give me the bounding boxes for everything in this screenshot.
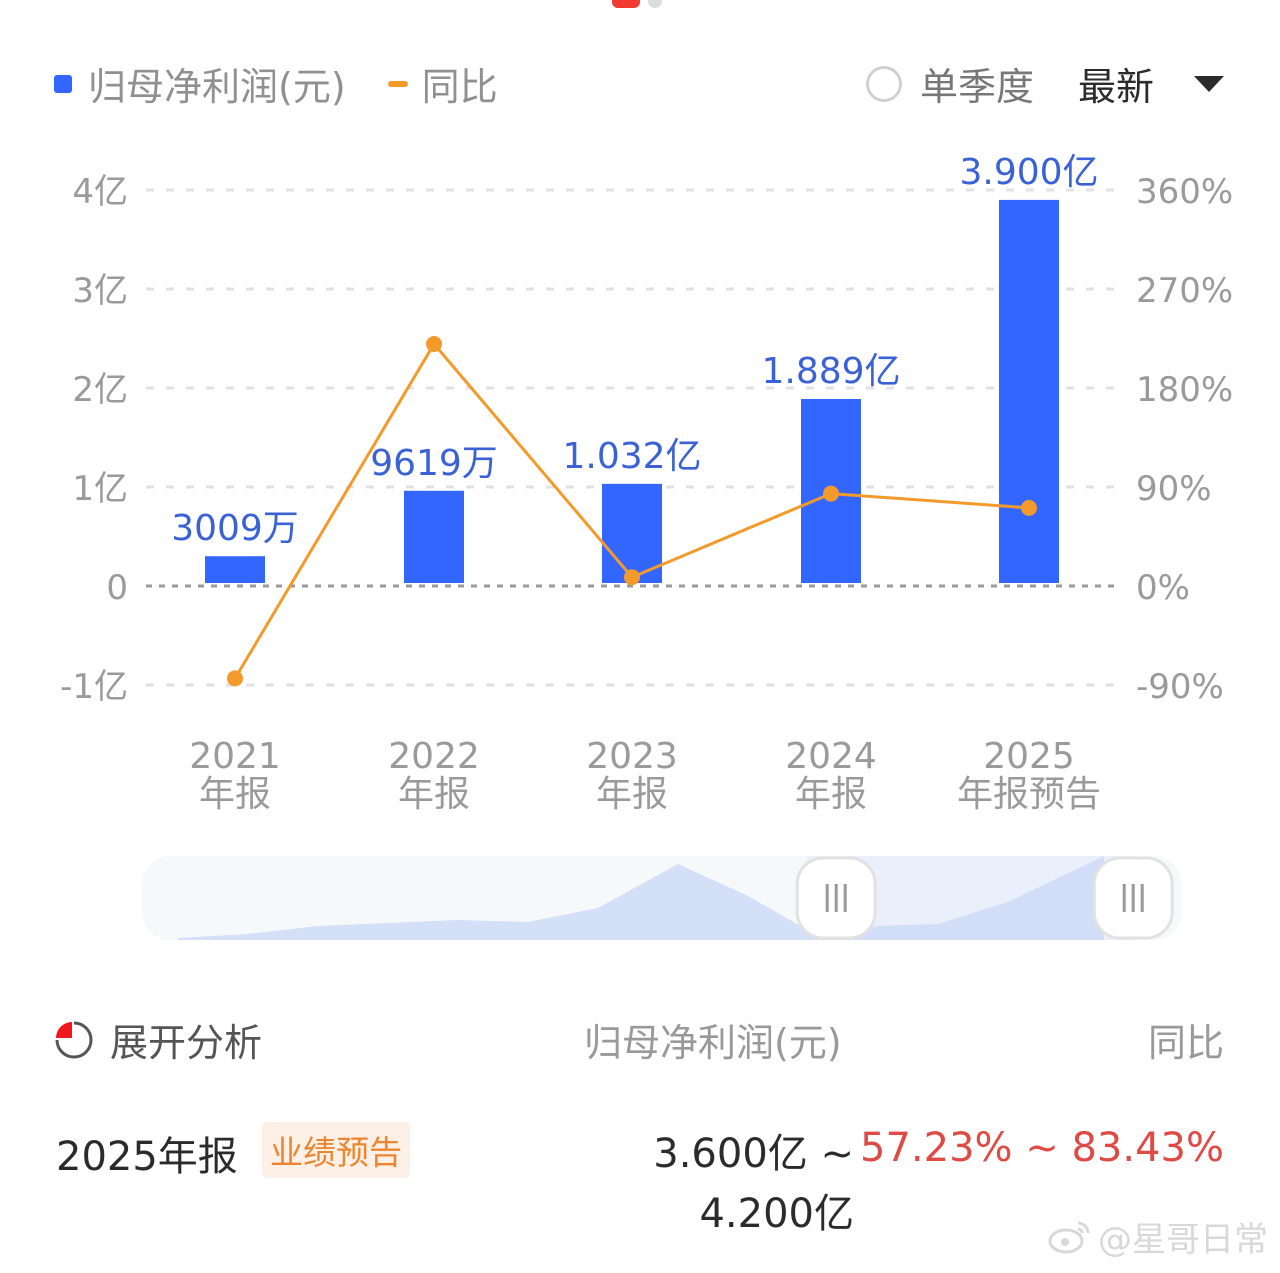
right-axis-tick: 0% (1136, 568, 1190, 608)
right-axis-tick: -90% (1136, 667, 1224, 707)
analysis-header: 展开分析 归母净利润(元) 同比 (54, 1012, 1224, 1065)
range-slider[interactable] (142, 856, 1182, 940)
watermark: @星哥日常 (1048, 1212, 1268, 1261)
x-axis-label: 年报 (596, 774, 668, 815)
page-dot-active[interactable] (612, 0, 640, 8)
x-axis-label: 2025 (983, 736, 1075, 777)
bar[interactable] (602, 483, 662, 583)
yoy-point[interactable] (227, 670, 243, 687)
pie-chart-icon (55, 1021, 93, 1058)
x-axis-label: 年报 (795, 774, 867, 815)
bar-value-label: 1.889亿 (761, 351, 900, 392)
yoy-point[interactable] (426, 336, 442, 352)
slider-handle[interactable] (795, 856, 877, 940)
bar-legend-swatch-icon (54, 74, 72, 93)
slider-preview-area (178, 856, 1104, 940)
line-legend-swatch-icon (387, 80, 408, 87)
bar-value-label: 9619万 (370, 443, 498, 484)
right-axis-tick: 360% (1136, 172, 1233, 212)
page-indicator (612, 0, 662, 8)
bar-value-label: 3.900亿 (959, 152, 1098, 193)
right-axis-tick: 90% (1136, 469, 1212, 509)
watermark-text: @星哥日常 (1098, 1220, 1268, 1260)
period-select[interactable]: 最新 (1077, 65, 1154, 109)
row-yoy-range: 57.23% ~ 83.43% (860, 1125, 1224, 1171)
left-axis-tick: 2亿 (72, 370, 128, 410)
slider-handle[interactable] (1092, 856, 1174, 940)
yoy-point[interactable] (624, 569, 640, 586)
forecast-badge: 业绩预告 (262, 1122, 410, 1178)
expand-analysis-label: 展开分析 (110, 1021, 263, 1065)
bar-value-label: 3009万 (171, 508, 299, 549)
chart-controls: 单季度 最新 (865, 56, 1224, 111)
x-axis-label: 2023 (586, 736, 678, 777)
x-axis-label: 2022 (388, 736, 480, 777)
x-axis-label: 年报预告 (957, 774, 1101, 815)
bar[interactable] (999, 199, 1059, 583)
single-quarter-radio-icon[interactable] (865, 65, 902, 102)
x-axis-label: 年报 (398, 774, 470, 815)
net-profit-high: 4.200亿 (699, 1191, 854, 1237)
yoy-point[interactable] (1021, 499, 1037, 516)
right-axis-tick: 180% (1136, 370, 1233, 410)
yoy-point[interactable] (823, 485, 839, 502)
weibo-logo-icon (1048, 1221, 1090, 1253)
left-axis-tick: 1亿 (72, 469, 128, 509)
column-header-yoy: 同比 (1147, 1021, 1224, 1065)
right-axis-tick: 270% (1136, 271, 1233, 311)
left-axis-tick: 0 (106, 568, 128, 608)
profit-chart: 4亿 360% 3亿 270% 2亿 180% 1亿 90% 0 0% -1亿 -90% 3009万 96… (60, 152, 1233, 815)
expand-analysis-button[interactable]: 展开分析 (54, 1012, 262, 1067)
x-axis-label: 年报 (199, 774, 271, 815)
bar[interactable] (404, 490, 464, 583)
bar[interactable] (205, 556, 265, 583)
legend-yoy[interactable]: 同比 (421, 65, 498, 109)
chart-legend: 归母净利润(元) 同比 (54, 56, 498, 111)
x-axis-label: 2024 (785, 736, 877, 777)
left-axis-tick: 3亿 (72, 271, 128, 311)
bar-value-label: 1.032亿 (562, 436, 701, 477)
dropdown-caret-icon[interactable] (1194, 75, 1224, 92)
left-axis-tick: -1亿 (60, 667, 128, 707)
single-quarter-label[interactable]: 单季度 (919, 65, 1034, 109)
column-header-net-profit: 归母净利润(元) (584, 1021, 842, 1065)
x-axis-label: 2021 (189, 736, 281, 777)
page-dot[interactable] (648, 0, 662, 8)
row-net-profit-range: 3.600亿 ~ 4.200亿 (634, 1124, 854, 1244)
row-period: 2025年报 (56, 1134, 238, 1180)
left-axis-tick: 4亿 (72, 172, 128, 212)
legend-net-profit[interactable]: 归母净利润(元) (88, 65, 346, 109)
net-profit-low: 3.600亿 ~ (653, 1131, 854, 1177)
